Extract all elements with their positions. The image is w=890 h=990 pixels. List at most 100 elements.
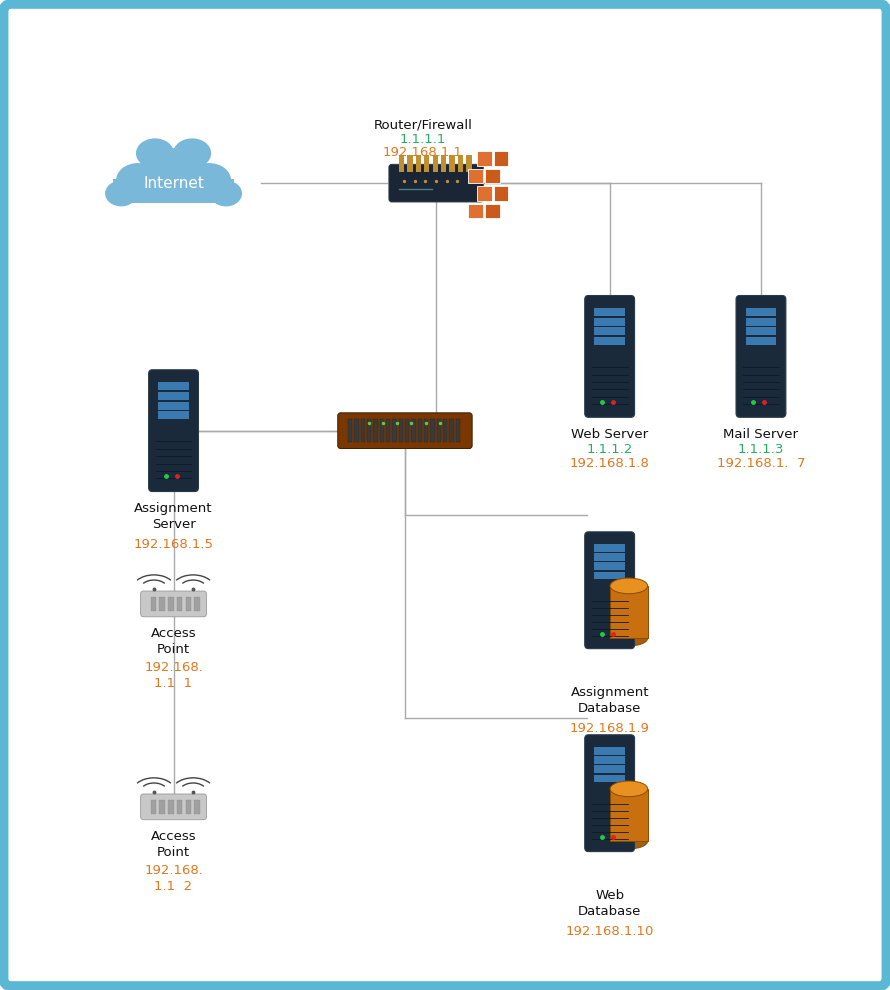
Bar bbox=[194, 800, 200, 814]
Bar bbox=[177, 800, 182, 814]
Bar bbox=[159, 800, 165, 814]
Bar bbox=[348, 420, 352, 442]
Bar bbox=[405, 420, 409, 442]
Bar bbox=[746, 328, 776, 336]
Text: 192.168.
1.1  1: 192.168. 1.1 1 bbox=[144, 661, 203, 690]
Ellipse shape bbox=[187, 163, 231, 198]
Ellipse shape bbox=[210, 180, 242, 206]
Text: 192.168.1.1: 192.168.1.1 bbox=[383, 147, 463, 159]
FancyBboxPatch shape bbox=[338, 413, 472, 448]
Bar bbox=[746, 318, 776, 326]
FancyBboxPatch shape bbox=[468, 169, 483, 183]
Ellipse shape bbox=[105, 180, 137, 206]
Text: 192.168.1.9: 192.168.1.9 bbox=[570, 722, 650, 735]
Bar bbox=[595, 328, 625, 336]
FancyBboxPatch shape bbox=[477, 151, 491, 165]
Bar bbox=[466, 154, 472, 172]
Ellipse shape bbox=[174, 139, 211, 168]
Bar bbox=[416, 154, 421, 172]
Ellipse shape bbox=[136, 139, 174, 168]
Bar bbox=[433, 154, 438, 172]
Bar bbox=[431, 420, 434, 442]
Bar bbox=[158, 411, 189, 420]
FancyBboxPatch shape bbox=[113, 179, 234, 203]
Bar bbox=[417, 420, 422, 442]
Bar bbox=[595, 572, 625, 579]
Bar bbox=[443, 420, 448, 442]
FancyBboxPatch shape bbox=[141, 591, 206, 617]
Ellipse shape bbox=[610, 578, 648, 594]
Bar bbox=[360, 420, 365, 442]
Bar bbox=[408, 154, 413, 172]
FancyBboxPatch shape bbox=[468, 204, 483, 218]
Bar bbox=[458, 154, 464, 172]
Bar bbox=[595, 337, 625, 346]
FancyBboxPatch shape bbox=[494, 186, 508, 201]
Ellipse shape bbox=[610, 781, 648, 797]
Bar bbox=[610, 789, 648, 842]
Bar bbox=[411, 420, 416, 442]
Bar bbox=[158, 392, 189, 400]
FancyBboxPatch shape bbox=[149, 370, 198, 492]
Bar bbox=[374, 420, 377, 442]
Bar bbox=[449, 420, 454, 442]
Text: Assignment
Database: Assignment Database bbox=[570, 686, 649, 715]
Bar bbox=[441, 154, 447, 172]
Text: Assignment
Server: Assignment Server bbox=[134, 502, 213, 531]
Text: Mail Server: Mail Server bbox=[724, 428, 798, 441]
FancyBboxPatch shape bbox=[585, 295, 635, 418]
Bar bbox=[177, 597, 182, 611]
Bar bbox=[595, 765, 625, 773]
FancyBboxPatch shape bbox=[485, 169, 500, 183]
Text: Router/Firewall: Router/Firewall bbox=[373, 119, 473, 132]
Text: 192.168.1.5: 192.168.1.5 bbox=[134, 538, 214, 550]
Text: Access
Point: Access Point bbox=[150, 627, 197, 655]
FancyBboxPatch shape bbox=[585, 532, 635, 648]
Bar bbox=[354, 420, 359, 442]
Text: 192.168.1.  7: 192.168.1. 7 bbox=[716, 457, 805, 470]
Bar bbox=[194, 597, 200, 611]
Bar bbox=[595, 756, 625, 764]
Text: 192.168.1.8: 192.168.1.8 bbox=[570, 457, 650, 470]
Bar bbox=[168, 597, 174, 611]
Bar bbox=[386, 420, 391, 442]
FancyBboxPatch shape bbox=[736, 295, 786, 418]
Bar bbox=[158, 382, 189, 390]
Bar bbox=[186, 800, 191, 814]
Ellipse shape bbox=[610, 834, 648, 849]
Bar bbox=[392, 420, 397, 442]
FancyBboxPatch shape bbox=[389, 164, 483, 202]
Bar bbox=[449, 154, 455, 172]
Bar bbox=[595, 544, 625, 551]
Bar bbox=[437, 420, 441, 442]
Text: Internet: Internet bbox=[143, 175, 204, 191]
Bar bbox=[186, 597, 191, 611]
Bar bbox=[425, 154, 430, 172]
Text: 1.1.1.3: 1.1.1.3 bbox=[738, 443, 784, 455]
Text: Web Server: Web Server bbox=[571, 428, 648, 441]
Bar bbox=[150, 597, 156, 611]
Bar bbox=[399, 154, 404, 172]
FancyBboxPatch shape bbox=[585, 735, 635, 851]
Bar bbox=[595, 318, 625, 326]
Ellipse shape bbox=[610, 631, 648, 646]
Ellipse shape bbox=[116, 163, 160, 198]
Bar bbox=[456, 420, 460, 442]
Text: 1.1.1.2: 1.1.1.2 bbox=[587, 443, 633, 455]
Bar bbox=[595, 746, 625, 754]
Text: 192.168.
1.1  2: 192.168. 1.1 2 bbox=[144, 864, 203, 893]
Text: 192.168.1.10: 192.168.1.10 bbox=[565, 925, 654, 938]
Text: Web
Database: Web Database bbox=[578, 889, 642, 918]
Bar bbox=[168, 800, 174, 814]
FancyBboxPatch shape bbox=[494, 151, 508, 165]
FancyBboxPatch shape bbox=[485, 204, 500, 218]
Bar bbox=[158, 402, 189, 410]
Bar bbox=[150, 800, 156, 814]
Bar bbox=[368, 420, 371, 442]
Bar bbox=[595, 562, 625, 570]
Text: 1.1.1.1: 1.1.1.1 bbox=[400, 133, 446, 146]
Ellipse shape bbox=[143, 148, 204, 189]
Text: Access
Point: Access Point bbox=[150, 830, 197, 858]
Bar bbox=[595, 308, 625, 316]
Bar bbox=[746, 337, 776, 346]
